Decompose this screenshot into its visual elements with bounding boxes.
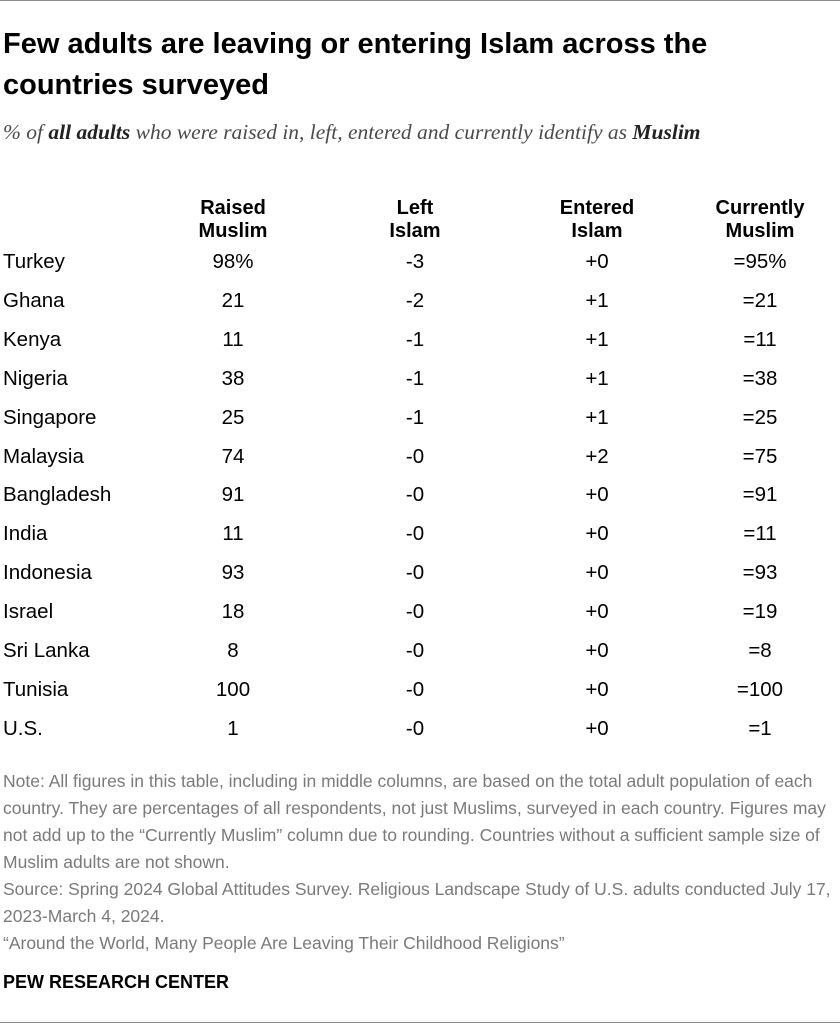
column-header-raised-line: Muslim [198, 220, 268, 242]
source-text: Source: Spring 2024 Global Attitudes Sur… [3, 879, 831, 926]
cell-current: =19 [742, 600, 778, 624]
column-header-left: Left Islam [325, 197, 505, 243]
cell-entered: +1 [585, 327, 609, 351]
cell-raised: 100 [215, 677, 251, 701]
column-header-current: Currently Muslim [670, 197, 840, 243]
row-label: Bangladesh [3, 483, 112, 507]
cell-raised: 11 [222, 327, 244, 351]
cell-current: =75 [742, 444, 778, 468]
row-label: Ghana [3, 288, 65, 312]
column-header-raised-line: Raised [200, 197, 266, 219]
cell-raised: 74 [221, 444, 245, 468]
cell-entered: +0 [585, 600, 609, 624]
note-text: Note: All figures in this table, includi… [3, 771, 826, 872]
cell-raised: 91 [221, 483, 245, 507]
cell-raised: 93 [221, 561, 245, 585]
subtitle-middle: who were raised in, left, entered and cu… [130, 120, 633, 144]
bottom-rule [0, 1022, 840, 1023]
cell-raised: 1 [227, 716, 239, 740]
cell-left: -0 [405, 600, 425, 624]
cell-left: -2 [405, 288, 425, 312]
row-label: Indonesia [3, 561, 92, 585]
cell-left: -0 [405, 677, 425, 701]
cell-raised: 38 [221, 366, 245, 390]
cell-left: -1 [405, 327, 425, 351]
cell-raised: 98% [212, 250, 254, 273]
cell-current: =91 [742, 483, 778, 507]
cell-left: -0 [405, 639, 425, 662]
row-label: Israel [3, 600, 54, 624]
column-header-current-line: Muslim [725, 220, 795, 242]
column-header-current-line: Currently [715, 197, 805, 219]
brand-logo-text: PEW RESEARCH CENTER [3, 972, 230, 992]
cell-left: -0 [405, 483, 425, 507]
cell-entered: +0 [585, 677, 609, 701]
cell-entered: +0 [585, 716, 609, 740]
cell-left: -3 [405, 250, 425, 273]
row-label: Nigeria [3, 366, 68, 390]
cell-current: =25 [742, 405, 778, 429]
cell-entered: +1 [585, 366, 609, 390]
subtitle-emphasis: all adults [48, 120, 131, 144]
cell-current: =93 [742, 561, 778, 585]
cell-left: -0 [405, 561, 425, 585]
cell-raised: 21 [221, 288, 245, 312]
cell-entered: +1 [585, 288, 609, 312]
row-label: Malaysia [3, 444, 84, 468]
row-label: India [3, 522, 48, 546]
notes-block: Note: All figures in this table, includi… [3, 768, 837, 957]
cell-current: =21 [742, 288, 778, 312]
column-header-entered-line: Entered [559, 197, 635, 219]
row-label: Turkey [3, 250, 65, 273]
row-label: U.S. [3, 716, 43, 740]
subtitle-prefix: % of [3, 120, 49, 144]
cell-current: =38 [742, 366, 778, 390]
row-label: Tunisia [3, 677, 69, 701]
cell-entered: +2 [585, 444, 609, 468]
column-header-left-line: Islam [389, 220, 441, 242]
cell-entered: +0 [585, 250, 609, 273]
cell-current: =11 [743, 327, 777, 351]
cell-entered: +0 [585, 561, 609, 585]
cell-left: -0 [405, 716, 425, 740]
cell-raised: 25 [221, 405, 245, 429]
cell-entered: +0 [585, 639, 609, 662]
column-header-entered: Entered Islam [507, 197, 687, 243]
row-label: Sri Lanka [3, 639, 90, 662]
cell-left: -1 [405, 366, 425, 390]
top-rule [0, 0, 840, 1]
cell-left: -0 [405, 522, 425, 546]
column-header-entered-line: Islam [571, 220, 623, 242]
chart-subtitle: % of all adults who were raised in, left… [3, 116, 833, 148]
cell-raised: 18 [221, 600, 245, 624]
cell-entered: +1 [585, 405, 609, 429]
cell-raised: 11 [222, 522, 244, 546]
cell-current: =8 [748, 639, 772, 662]
cell-entered: +0 [585, 483, 609, 507]
row-label: Kenya [3, 327, 62, 351]
cell-raised: 8 [227, 639, 239, 662]
cell-current: =100 [736, 677, 784, 701]
column-header-raised: Raised Muslim [143, 197, 323, 243]
cell-left: -1 [405, 405, 425, 429]
chart-title: Few adults are leaving or entering Islam… [3, 28, 708, 101]
report-title: “Around the World, Many People Are Leavi… [3, 933, 565, 953]
cell-entered: +0 [585, 522, 609, 546]
column-header-left-line: Left [396, 197, 434, 219]
cell-current: =11 [743, 522, 777, 546]
cell-current: =95% [733, 250, 787, 273]
cell-left: -0 [405, 444, 425, 468]
row-label: Singapore [3, 405, 97, 429]
subtitle-last: Muslim [632, 120, 701, 144]
cell-current: =1 [748, 716, 772, 740]
